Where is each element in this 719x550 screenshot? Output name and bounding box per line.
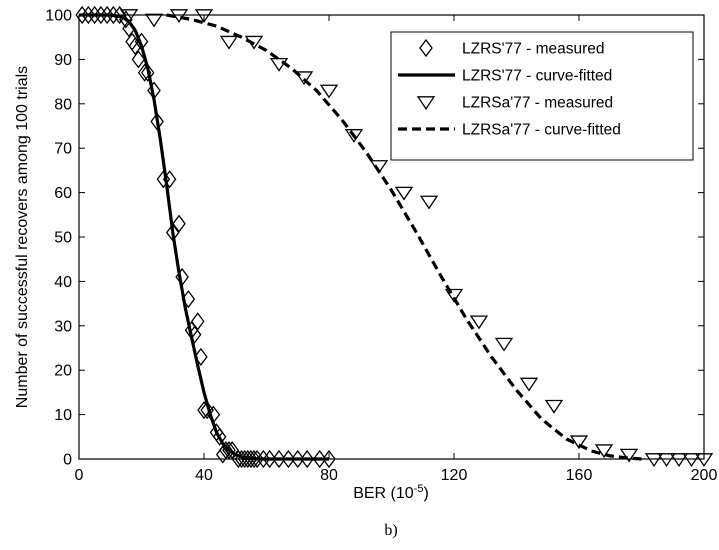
x-tick-label: 80 — [320, 467, 338, 484]
y-tick-label: 10 — [54, 407, 72, 424]
legend-triangle-icon — [416, 96, 436, 110]
data-point-diamond — [87, 5, 102, 25]
data-point-triangle — [544, 399, 564, 414]
data-point-triangle — [119, 9, 139, 23]
data-point-diamond — [81, 5, 96, 25]
data-point-triangle — [444, 288, 464, 303]
data-point-diamond — [212, 427, 227, 446]
data-point-triangle — [144, 13, 164, 28]
data-point-diamond — [140, 63, 155, 82]
series-layer — [75, 5, 714, 469]
x-tick-label: 40 — [195, 467, 213, 484]
data-point-diamond — [156, 170, 171, 189]
y-tick-label: 60 — [54, 185, 72, 202]
data-point-diamond — [106, 5, 121, 25]
data-point-diamond — [256, 449, 271, 469]
data-point-triangle — [494, 337, 514, 352]
data-point-diamond — [94, 5, 108, 25]
data-point-triangle — [344, 129, 364, 143]
legend-label: LZRSa'77 - curve-fitted — [462, 122, 621, 139]
y-tick-label: 80 — [54, 96, 72, 113]
x-tick-label: 0 — [75, 467, 84, 484]
y-tick-label: 40 — [54, 274, 72, 291]
data-point-diamond — [262, 449, 277, 469]
ticks-layer: 0 40 80 120 160 200 0 10 20 30 40 50 60 70 80 90 100 — [45, 8, 717, 485]
data-point-triangle — [644, 453, 664, 467]
data-point-diamond — [322, 449, 336, 469]
data-point-triangle — [294, 71, 314, 86]
data-point-diamond — [272, 449, 286, 469]
data-point-diamond — [190, 312, 205, 331]
y-tick-label: 20 — [54, 363, 72, 380]
figure-caption: b) — [384, 522, 397, 539]
legend-label: LZRS'77 - curve-fitted — [462, 68, 612, 85]
data-point-triangle — [619, 448, 639, 463]
data-point-diamond — [200, 401, 214, 420]
data-point-diamond — [219, 441, 233, 460]
data-point-diamond — [172, 214, 186, 233]
data-point-diamond — [247, 449, 261, 469]
y-axis-label: Number of successful recovers among 100 … — [14, 66, 31, 408]
legend: LZRS'77 - measured LZRS'77 - curve-fitted… — [390, 31, 694, 161]
data-point-diamond — [131, 50, 146, 69]
legend-entry: LZRSa'77 - measured — [416, 95, 613, 112]
data-point-triangle — [394, 186, 414, 201]
series-2 — [119, 9, 714, 467]
data-point-triangle — [682, 453, 701, 467]
series-line-3 — [166, 13, 642, 461]
series-3 — [166, 13, 642, 461]
y-tick-label: 100 — [45, 8, 72, 25]
data-point-triangle — [269, 57, 289, 72]
legend-label: LZRSa'77 - measured — [462, 95, 613, 112]
data-point-triangle — [469, 315, 489, 330]
data-point-diamond — [250, 449, 264, 469]
data-point-triangle — [419, 195, 439, 210]
data-point-diamond — [112, 5, 127, 25]
data-point-triangle — [519, 377, 539, 392]
legend-label: LZRS'77 - measured — [462, 41, 605, 58]
legend-box — [390, 31, 694, 161]
legend-entry: LZRSa'77 - curve-fitted — [398, 122, 621, 139]
data-point-triangle — [569, 435, 589, 450]
legend-entry: LZRS'77 - measured — [419, 38, 605, 58]
y-tick-label: 30 — [54, 318, 72, 335]
data-point-diamond — [281, 449, 296, 469]
legend-entry: LZRS'77 - curve-fitted — [398, 68, 612, 85]
data-point-diamond — [150, 112, 164, 131]
x-tick-label: 200 — [691, 467, 718, 484]
data-point-diamond — [100, 5, 114, 25]
data-point-triangle — [194, 9, 214, 23]
data-point-triangle — [219, 35, 239, 50]
data-point-triangle — [657, 453, 676, 467]
data-point-diamond — [300, 449, 314, 469]
y-tick-label: 50 — [54, 230, 72, 247]
data-point-diamond — [290, 449, 305, 469]
y-tick-label: 90 — [54, 52, 72, 69]
y-tick-label: 70 — [54, 141, 72, 158]
x-tick-label: 120 — [441, 467, 468, 484]
data-point-diamond — [312, 449, 327, 469]
legend-diamond-icon — [419, 38, 433, 58]
x-tick-label: 160 — [566, 467, 593, 484]
y-tick-label: 0 — [63, 452, 72, 469]
data-point-diamond — [75, 5, 89, 25]
data-point-triangle — [319, 84, 339, 99]
data-point-triangle — [669, 453, 689, 467]
x-axis-label: BER (10-5) — [353, 483, 429, 502]
data-point-triangle — [594, 444, 614, 459]
